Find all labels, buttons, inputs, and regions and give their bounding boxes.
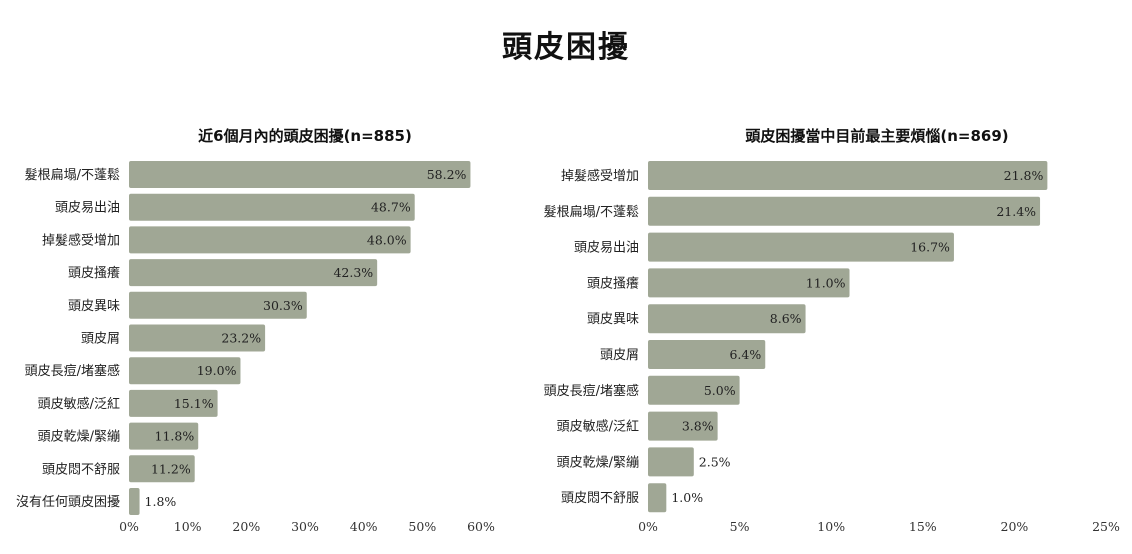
- value-label: 15.1%: [174, 396, 214, 411]
- value-label: 11.8%: [155, 429, 195, 444]
- category-label: 髮根扁塌/不蓬鬆: [25, 168, 120, 183]
- value-label: 21.4%: [996, 204, 1036, 219]
- value-label: 19.0%: [197, 363, 237, 378]
- category-label: 頭皮異味: [68, 299, 120, 314]
- category-label: 頭皮敏感/泛紅: [38, 396, 120, 412]
- bar: [648, 196, 1041, 226]
- bar: [648, 161, 1048, 190]
- value-label: 5.0%: [704, 383, 736, 398]
- value-label: 11.0%: [806, 275, 846, 290]
- x-tick-label: 20%: [1001, 519, 1029, 534]
- bar: [129, 259, 378, 287]
- bar: [129, 291, 307, 319]
- x-tick-label: 15%: [909, 519, 937, 534]
- value-label: 23.2%: [221, 331, 261, 346]
- value-label: 11.2%: [151, 461, 191, 476]
- bar: [648, 483, 667, 513]
- chart-title: 近6個月內的頭皮困擾(n=885): [198, 127, 412, 145]
- category-label: 掉髮感受增加: [42, 232, 120, 248]
- value-label: 42.3%: [333, 265, 373, 280]
- category-label: 頭皮搔癢: [68, 265, 120, 281]
- category-label: 沒有任何頭皮困擾: [16, 494, 120, 510]
- category-label: 掉髮感受增加: [561, 168, 639, 184]
- category-label: 頭皮乾燥/緊繃: [38, 429, 120, 445]
- value-label: 48.7%: [371, 200, 411, 215]
- x-tick-label: 0%: [638, 519, 658, 534]
- x-tick-label: 10%: [174, 519, 202, 534]
- value-label: 6.4%: [729, 347, 761, 362]
- bar: [648, 375, 740, 405]
- x-tick-label: 60%: [467, 519, 495, 534]
- bar: [129, 357, 241, 385]
- bar: [648, 268, 850, 298]
- x-tick-label: 25%: [1092, 519, 1120, 534]
- category-label: 頭皮易出油: [574, 241, 639, 256]
- value-label: 21.8%: [1004, 168, 1044, 183]
- category-label: 頭皮敏感/泛紅: [557, 419, 639, 435]
- x-tick-label: 5%: [730, 519, 750, 534]
- category-label: 頭皮悶不舒服: [561, 491, 639, 506]
- value-label: 58.2%: [427, 167, 467, 182]
- bar: [129, 422, 199, 450]
- bar: [648, 232, 954, 262]
- value-label: 2.5%: [699, 454, 731, 469]
- x-tick-label: 30%: [291, 519, 319, 534]
- value-label: 8.6%: [770, 311, 802, 326]
- category-label: 頭皮易出油: [55, 201, 120, 216]
- bar: [648, 304, 806, 334]
- bar: [129, 389, 218, 417]
- x-tick-label: 20%: [232, 519, 260, 534]
- bar: [129, 226, 411, 254]
- x-tick-label: 0%: [119, 519, 139, 534]
- bar: [129, 161, 471, 188]
- category-label: 頭皮屑: [81, 332, 120, 347]
- value-label: 48.0%: [367, 232, 407, 247]
- category-label: 頭皮搔癢: [587, 275, 639, 291]
- bar: [129, 488, 140, 515]
- bar: [129, 193, 415, 221]
- category-label: 頭皮長痘/堵塞感: [544, 383, 639, 399]
- category-label: 頭皮長痘/堵塞感: [25, 363, 120, 379]
- category-label: 頭皮屑: [600, 348, 639, 363]
- chart-title: 頭皮困擾當中目前最主要煩惱(n=869): [745, 127, 1008, 145]
- value-label: 16.7%: [910, 240, 950, 255]
- bar: [129, 455, 195, 483]
- chart-1: 近6個月內的頭皮困擾(n=885) 髮根扁塌/不蓬鬆 58.2% 頭皮易出油 48.7%…: [16, 127, 495, 534]
- chart-2: 頭皮困擾當中目前最主要煩惱(n=869) 掉髮感受增加 21.8% 髮根扁塌/不蓬鬆 2…: [544, 127, 1120, 534]
- x-tick-label: 40%: [350, 519, 378, 534]
- value-label: 1.0%: [671, 490, 703, 505]
- category-label: 髮根扁塌/不蓬鬆: [544, 205, 639, 220]
- x-tick-label: 50%: [408, 519, 436, 534]
- category-label: 頭皮異味: [587, 312, 639, 327]
- category-label: 頭皮悶不舒服: [42, 462, 120, 477]
- bar: [648, 411, 718, 441]
- bar: [648, 447, 694, 477]
- value-label: 1.8%: [145, 494, 177, 509]
- value-label: 3.8%: [682, 419, 714, 434]
- bar: [129, 324, 266, 352]
- category-label: 頭皮乾燥/緊繃: [557, 454, 639, 470]
- x-tick-label: 10%: [817, 519, 845, 534]
- page-title: 頭皮困擾: [502, 30, 630, 65]
- bar: [648, 340, 766, 369]
- value-label: 30.3%: [263, 298, 303, 313]
